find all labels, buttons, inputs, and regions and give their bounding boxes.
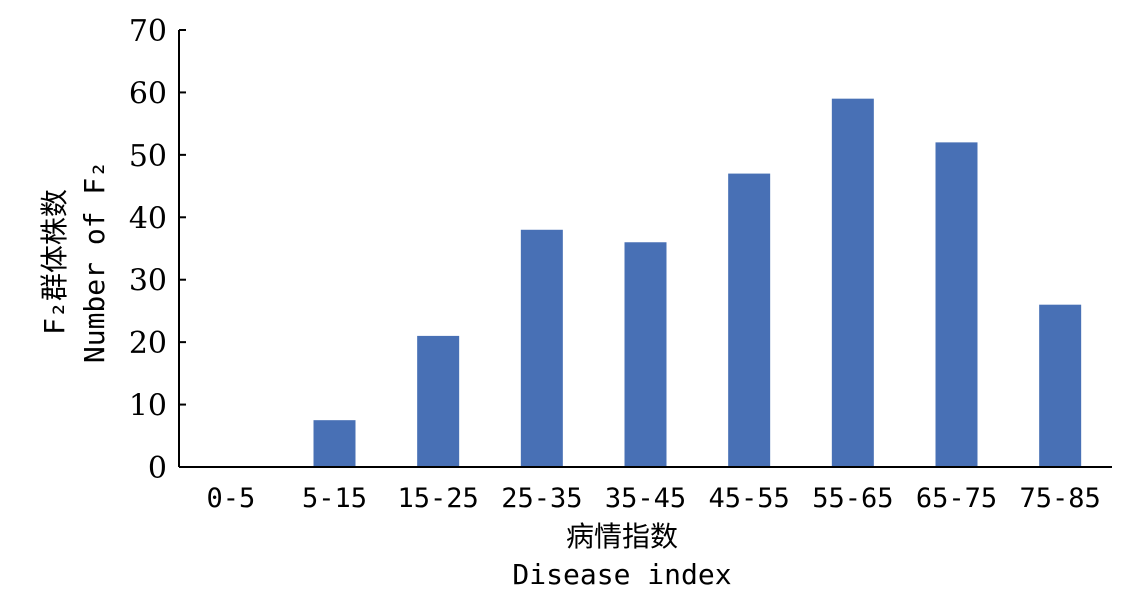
y-axis-title-en: Number of F₂ — [78, 161, 111, 363]
bar-15-25 — [417, 335, 460, 467]
y-tick-label: 20 — [129, 326, 167, 361]
bar-35-45 — [624, 242, 667, 467]
x-tick-label: 0-5 — [206, 483, 255, 514]
x-tick-label: 45-55 — [709, 483, 790, 514]
bar-5-15 — [313, 420, 356, 467]
y-tick-label: 0 — [148, 451, 167, 486]
x-tick-label: 65-75 — [916, 483, 997, 514]
x-axis-title-cn: 病情指数 — [566, 520, 678, 553]
bar-55-65 — [831, 98, 874, 468]
x-tick-label: 75-85 — [1020, 483, 1101, 514]
y-tick-label: 50 — [129, 139, 167, 174]
y-tick-label: 70 — [129, 14, 167, 49]
x-labels-group: 0-5 5-15 15-25 25-35 35-45 45-55 55-65 65-75 75-… — [206, 483, 1100, 514]
bar-75-85 — [1039, 304, 1082, 467]
y-tick-label: 60 — [129, 76, 167, 111]
y-tick-label: 30 — [129, 264, 167, 299]
x-tick-label: 15-25 — [398, 483, 479, 514]
y-tick-label: 10 — [129, 389, 167, 424]
bar-65-75 — [935, 142, 978, 467]
x-axis-title-en: Disease index — [512, 558, 731, 591]
x-tick-label: 35-45 — [605, 483, 686, 514]
y-tick-label: 40 — [129, 201, 167, 236]
y-axis-title-cn: F₂群体株数 — [38, 189, 71, 335]
bar-45-55 — [728, 173, 771, 468]
x-tick-label: 25-35 — [501, 483, 582, 514]
x-tick-label: 55-65 — [812, 483, 893, 514]
bars-group — [313, 98, 1082, 468]
x-tick-label: 5-15 — [302, 483, 367, 514]
y-ticks-group: 0 10 20 30 40 50 60 70 — [129, 14, 186, 486]
bar-25-35 — [520, 229, 563, 467]
